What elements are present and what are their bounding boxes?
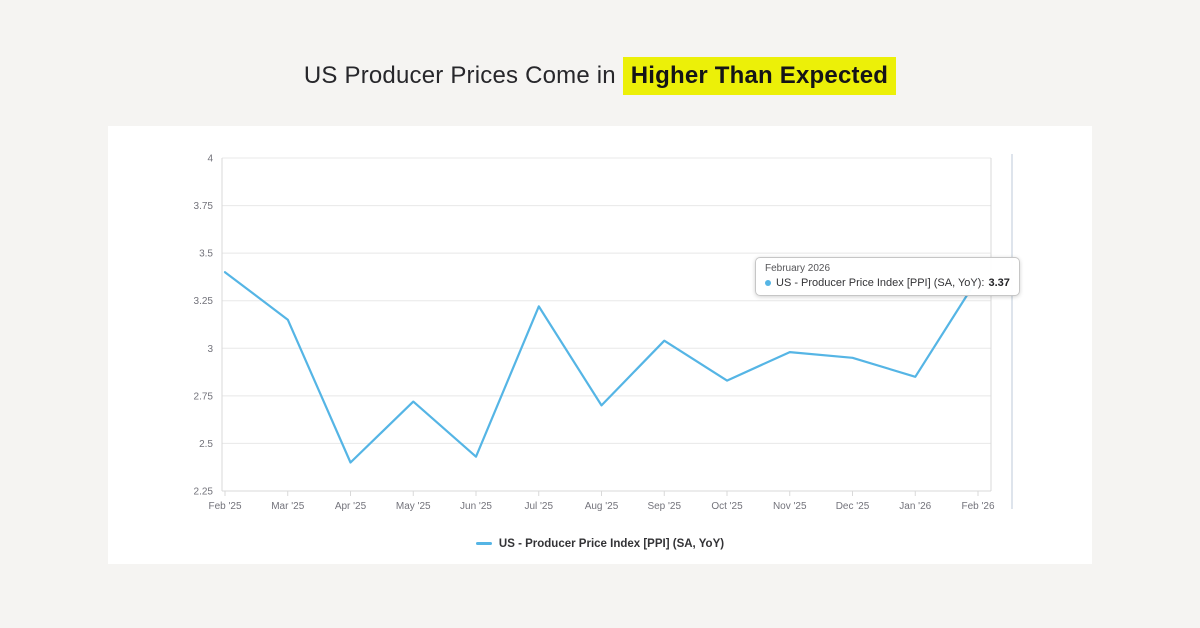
x-axis-label: Feb '25 bbox=[208, 501, 241, 512]
x-axis-label: Mar '25 bbox=[271, 501, 304, 512]
chart-card: 4 3.75 3.5 3.25 3 2.75 2.5 2.25 Feb '25 Mar '25 Ap… bbox=[108, 126, 1092, 564]
y-axis-label: 3.25 bbox=[194, 296, 214, 307]
x-axis-label: Apr '25 bbox=[335, 501, 367, 512]
series-marker-dot-icon bbox=[765, 280, 771, 286]
legend-item-ppi[interactable]: US - Producer Price Index [PPI] (SA, YoY… bbox=[475, 537, 725, 550]
page-title-highlight: Higher Than Expected bbox=[622, 57, 897, 95]
page-title-prefix: US Producer Prices Come in bbox=[303, 62, 623, 89]
y-axis-label: 2.5 bbox=[199, 439, 213, 450]
x-axis-label: Nov '25 bbox=[773, 501, 807, 512]
y-axis-label: 3 bbox=[207, 344, 213, 355]
x-axis-label: Dec '25 bbox=[836, 501, 870, 512]
chart-tooltip: February 2026 US - Producer Price Index … bbox=[755, 257, 1020, 296]
tooltip-series-label: US - Producer Price Index [PPI] (SA, YoY… bbox=[776, 277, 985, 289]
y-axis-label: 2.75 bbox=[194, 391, 214, 402]
x-axis-label: May '25 bbox=[396, 501, 431, 512]
x-axis-label: Oct '25 bbox=[711, 501, 743, 512]
y-axis-label: 2.25 bbox=[194, 487, 214, 498]
chart-legend: US - Producer Price Index [PPI] (SA, YoY… bbox=[108, 532, 1092, 550]
x-axis-label: Sep '25 bbox=[647, 501, 681, 512]
tooltip-series-row: US - Producer Price Index [PPI] (SA, YoY… bbox=[765, 277, 1010, 289]
legend-label: US - Producer Price Index [PPI] (SA, YoY… bbox=[498, 537, 725, 550]
ppi-line-chart: 4 3.75 3.5 3.25 3 2.75 2.5 2.25 Feb '25 Mar '25 Ap… bbox=[194, 154, 1013, 512]
tooltip-date: February 2026 bbox=[765, 263, 831, 274]
x-axis-label: Jun '25 bbox=[460, 501, 492, 512]
x-axis-label: Feb '26 bbox=[961, 501, 994, 512]
x-axis-label: Jan '26 bbox=[899, 501, 931, 512]
series-line bbox=[223, 271, 980, 464]
tooltip-series-value: 3.37 bbox=[988, 277, 1010, 289]
y-axis-label: 3.5 bbox=[199, 249, 213, 260]
y-axis-label: 3.75 bbox=[194, 201, 214, 212]
legend-line-marker-icon bbox=[475, 542, 492, 545]
y-axis-label: 4 bbox=[207, 154, 213, 165]
x-axis-label: Aug '25 bbox=[585, 501, 619, 512]
page-title: US Producer Prices Come in Higher Than E… bbox=[0, 57, 1200, 95]
x-axis-label: Jul '25 bbox=[524, 501, 553, 512]
